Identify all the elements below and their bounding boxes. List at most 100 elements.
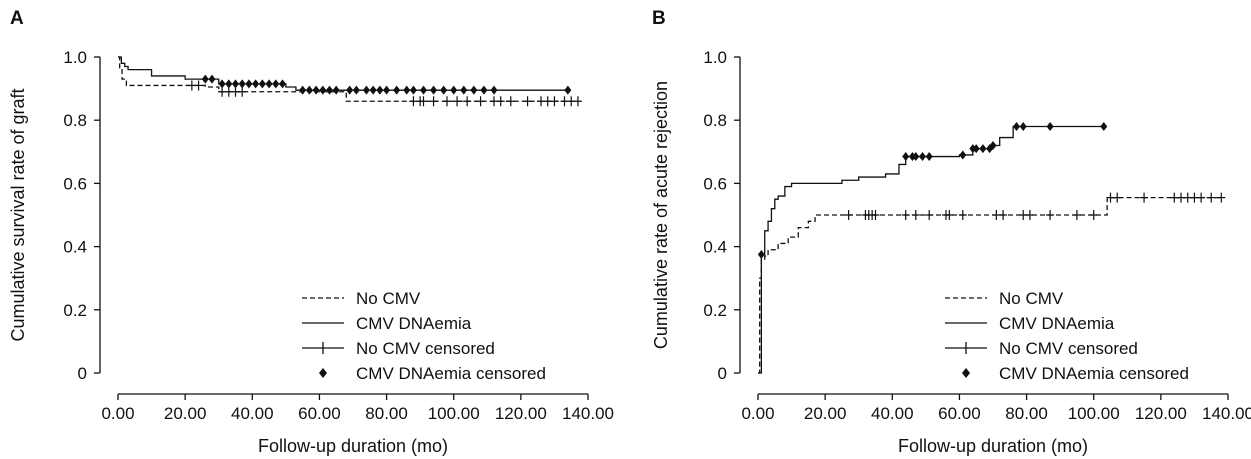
censor-mark-cmv-dnaemia	[420, 85, 427, 95]
censor-mark-no-cmv	[567, 96, 576, 107]
censor-mark-cmv-dnaemia	[757, 250, 765, 259]
legend-label: No CMV	[999, 289, 1064, 308]
legend-label: No CMV censored	[356, 339, 495, 358]
censor-mark-no-cmv	[925, 210, 934, 220]
censor-mark-no-cmv	[1106, 192, 1115, 203]
censor-mark-cmv-dnaemia	[305, 85, 313, 95]
censor-mark-cmv-dnaemia	[376, 85, 384, 95]
censor-mark-cmv-dnaemia	[470, 85, 478, 95]
censor-mark-no-cmv	[1217, 192, 1226, 203]
x-tick-label: 40.00	[871, 404, 914, 423]
x-tick-label: 80.00	[1005, 404, 1048, 423]
censor-mark-cmv-dnaemia	[564, 85, 572, 95]
legend-diamond-marker	[962, 368, 970, 378]
censor-mark-no-cmv	[463, 96, 472, 107]
censor-mark-cmv-dnaemia	[490, 85, 498, 95]
censor-mark-cmv-dnaemia	[925, 152, 933, 162]
censor-mark-cmv-dnaemia	[258, 79, 266, 89]
panel-a: A 0 0.2 0.4 0.6 0.8 1.0 0.00 20.00 40.00 60.00 80.0…	[8, 8, 614, 456]
censor-mark-no-cmv	[187, 80, 196, 91]
x-tick-label: 60.00	[298, 404, 341, 423]
censor-mark-cmv-dnaemia	[238, 79, 246, 89]
censor-mark-cmv-dnaemia	[312, 85, 320, 95]
censor-mark-cmv-dnaemia	[201, 74, 209, 84]
censor-mark-cmv-dnaemia	[383, 85, 391, 95]
censor-mark-cmv-dnaemia	[352, 85, 360, 95]
censor-mark-cmv-dnaemia	[460, 85, 468, 95]
censor-mark-cmv-dnaemia	[232, 79, 239, 89]
censor-mark-cmv-dnaemia	[430, 85, 438, 95]
x-tick-label: 120.00	[1135, 404, 1187, 423]
y-tick-label: 0.8	[63, 111, 87, 130]
censor-mark-cmv-dnaemia	[265, 79, 273, 89]
censor-mark-no-cmv	[1046, 210, 1055, 220]
censor-mark-no-cmv	[911, 210, 920, 220]
censor-mark-no-cmv	[453, 96, 462, 107]
censor-mark-no-cmv	[218, 86, 227, 97]
y-tick-label: 0.2	[63, 301, 87, 320]
censor-mark-no-cmv	[999, 210, 1008, 220]
censor-mark-no-cmv	[409, 96, 418, 107]
y-tick-label: 0.4	[63, 238, 87, 257]
censor-mark-no-cmv	[443, 96, 451, 107]
y-tick-label: 1.0	[63, 48, 87, 67]
legend-diamond-marker	[319, 368, 327, 378]
censor-mark-no-cmv	[1113, 192, 1122, 203]
censor-mark-cmv-dnaemia	[362, 85, 370, 95]
censor-mark-cmv-dnaemia	[959, 150, 967, 160]
censor-mark-cmv-dnaemia	[972, 144, 980, 154]
censor-mark-no-cmv	[1025, 210, 1034, 220]
series-line-no-cmv	[758, 196, 1222, 374]
x-tick-label: 100.00	[1068, 404, 1120, 423]
y-tick-label: 0.4	[703, 238, 727, 257]
censor-mark-no-cmv	[1072, 210, 1081, 220]
censor-mark-cmv-dnaemia	[393, 85, 401, 95]
censor-mark-cmv-dnaemia	[440, 85, 448, 95]
censor-mark-no-cmv	[194, 80, 203, 91]
censor-mark-no-cmv	[231, 86, 240, 97]
x-axis-label: Follow-up duration (mo)	[258, 436, 448, 456]
censor-mark-no-cmv	[901, 210, 910, 220]
censor-mark-cmv-dnaemia	[480, 85, 488, 95]
censor-mark-no-cmv	[550, 96, 559, 107]
y-axis-label: Cumulative rate of acute rejection	[651, 81, 671, 349]
y-tick-label: 0	[718, 364, 727, 383]
x-tick-label: 100.00	[428, 404, 480, 423]
censor-mark-cmv-dnaemia	[299, 85, 307, 95]
censor-mark-cmv-dnaemia	[346, 85, 354, 95]
censor-mark-cmv-dnaemia	[326, 85, 333, 95]
censor-mark-cmv-dnaemia	[245, 79, 253, 89]
censor-mark-cmv-dnaemia	[912, 152, 920, 162]
censor-mark-cmv-dnaemia	[369, 85, 377, 95]
censor-mark-no-cmv	[523, 96, 532, 107]
y-axis-label: Cumulative survival rate of graft	[8, 88, 28, 341]
x-axis-label: Follow-up duration (mo)	[898, 436, 1088, 456]
legend-label: No CMV censored	[999, 339, 1138, 358]
censor-mark-no-cmv	[1170, 192, 1179, 203]
x-tick-label: 40.00	[231, 404, 274, 423]
x-tick-label: 120.00	[495, 404, 547, 423]
x-tick-label: 20.00	[804, 404, 847, 423]
censor-mark-cmv-dnaemia	[403, 85, 411, 95]
legend-label: CMV DNAemia censored	[356, 364, 546, 383]
censor-mark-cmv-dnaemia	[989, 140, 997, 150]
censor-mark-no-cmv	[537, 96, 545, 107]
censor-mark-no-cmv	[419, 96, 428, 107]
legend: No CMV CMV DNAemia No CMV censored CMV DNAe…	[945, 289, 1189, 383]
x-tick-label: 140.00	[562, 404, 614, 423]
legend-label: CMV DNAemia	[356, 314, 472, 333]
censor-mark-no-cmv	[1197, 192, 1206, 203]
censor-mark-no-cmv	[543, 96, 552, 107]
x-tick-label: 0.00	[101, 404, 134, 423]
legend: No CMV CMV DNAemia No CMV censored CMV DNAe…	[302, 289, 546, 383]
censor-mark-cmv-dnaemia	[979, 144, 987, 154]
y-tick-label: 0.6	[703, 174, 727, 193]
censor-mark-no-cmv	[560, 96, 569, 107]
censor-mark-no-cmv	[1190, 192, 1199, 203]
censor-mark-cmv-dnaemia	[450, 85, 458, 95]
censor-mark-cmv-dnaemia	[1013, 122, 1020, 132]
censor-mark-no-cmv	[1140, 192, 1149, 203]
censor-mark-cmv-dnaemia	[225, 79, 233, 89]
censor-mark-no-cmv	[496, 96, 505, 107]
